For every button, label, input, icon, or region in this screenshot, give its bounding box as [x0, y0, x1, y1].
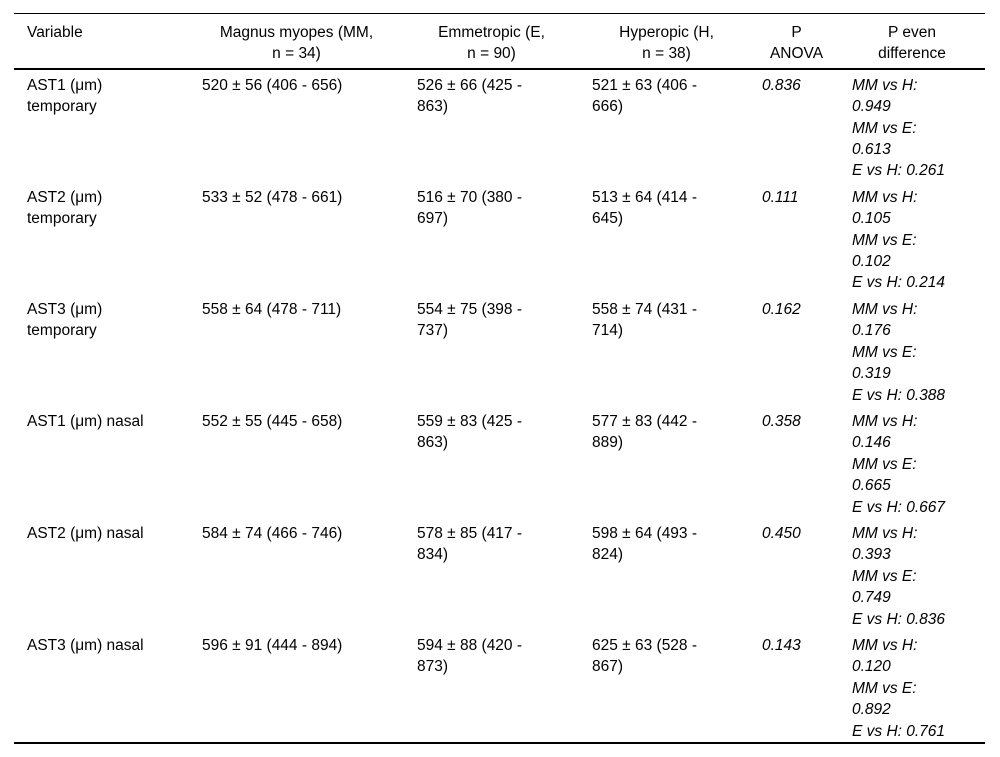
col-header-p-anova: P ANOVA [769, 24, 824, 63]
col-header-variable: Variable [27, 24, 83, 41]
table-row: AST3 (μm) nasal 596 ± 91 (444 - 894) 594… [14, 630, 985, 743]
cell-variable: AST2 (μm) nasal [27, 524, 144, 542]
results-table-container: Variable Magnus myopes (MM, n = 34) Emme… [14, 13, 985, 744]
table-row: AST3 (μm) temporary 558 ± 64 (478 - 711)… [14, 294, 985, 406]
cell-pairwise-p: MM vs H: 0.393 MM vs E: 0.749 E vs H: 0.… [852, 524, 946, 628]
cell-e-value: 554 ± 75 (398 - 737) [417, 300, 523, 340]
cell-p-anova: 0.836 [762, 76, 801, 94]
table-row: AST1 (μm) temporary 520 ± 56 (406 - 656)… [14, 69, 985, 182]
table-row: AST2 (μm) temporary 533 ± 52 (478 - 661)… [14, 182, 985, 294]
col-header-magnus-myopes: Magnus myopes (MM, n = 34) [219, 24, 374, 63]
cell-e-value: 526 ± 66 (425 - 863) [417, 76, 523, 116]
cell-pairwise-p: MM vs H: 0.146 MM vs E: 0.665 E vs H: 0.… [852, 412, 946, 516]
cell-variable: AST1 (μm) nasal [27, 412, 144, 430]
cell-variable: AST3 (μm) nasal [27, 636, 144, 654]
cell-variable: AST1 (μm) temporary [27, 76, 103, 116]
cell-h-value: 513 ± 64 (414 - 645) [592, 188, 698, 228]
col-header-hyperopic: Hyperopic (H, n = 38) [619, 24, 714, 63]
cell-variable: AST3 (μm) temporary [27, 300, 103, 340]
cell-pairwise-p: MM vs H: 0.105 MM vs E: 0.102 E vs H: 0.… [852, 188, 946, 292]
cell-mm-value: 552 ± 55 (445 - 658) [202, 412, 343, 430]
cell-h-value: 625 ± 63 (528 - 867) [592, 636, 698, 676]
cell-mm-value: 584 ± 74 (466 - 746) [202, 524, 343, 542]
cell-mm-value: 558 ± 64 (478 - 711) [202, 300, 342, 318]
col-header-p-even-difference: P even difference [878, 24, 946, 63]
cell-e-value: 559 ± 83 (425 - 863) [417, 412, 523, 452]
cell-mm-value: 520 ± 56 (406 - 656) [202, 76, 343, 94]
cell-e-value: 516 ± 70 (380 - 697) [417, 188, 523, 228]
table-row: AST1 (μm) nasal 552 ± 55 (445 - 658) 559… [14, 406, 985, 518]
table-row: AST2 (μm) nasal 584 ± 74 (466 - 746) 578… [14, 518, 985, 630]
cell-h-value: 577 ± 83 (442 - 889) [592, 412, 698, 452]
cell-p-anova: 0.162 [762, 300, 801, 318]
cell-mm-value: 533 ± 52 (478 - 661) [202, 188, 343, 206]
cell-p-anova: 0.143 [762, 636, 801, 654]
cell-pairwise-p: MM vs H: 0.120 MM vs E: 0.892 E vs H: 0.… [852, 636, 946, 740]
cell-e-value: 578 ± 85 (417 - 834) [417, 524, 523, 564]
cell-mm-value: 596 ± 91 (444 - 894) [202, 636, 343, 654]
cell-p-anova: 0.358 [762, 412, 801, 430]
cell-p-anova: 0.111 [762, 188, 799, 206]
cell-p-anova: 0.450 [762, 524, 801, 542]
col-header-emmetropic: Emmetropic (E, n = 90) [438, 24, 545, 63]
cell-h-value: 598 ± 64 (493 - 824) [592, 524, 698, 564]
header-row: Variable Magnus myopes (MM, n = 34) Emme… [14, 14, 985, 69]
cell-variable: AST2 (μm) temporary [27, 188, 103, 228]
cell-h-value: 558 ± 74 (431 - 714) [592, 300, 698, 340]
results-table: Variable Magnus myopes (MM, n = 34) Emme… [14, 13, 985, 744]
cell-e-value: 594 ± 88 (420 - 873) [417, 636, 523, 676]
cell-h-value: 521 ± 63 (406 - 666) [592, 76, 698, 116]
cell-pairwise-p: MM vs H: 0.949 MM vs E: 0.613 E vs H: 0.… [852, 76, 946, 180]
cell-pairwise-p: MM vs H: 0.176 MM vs E: 0.319 E vs H: 0.… [852, 300, 946, 404]
